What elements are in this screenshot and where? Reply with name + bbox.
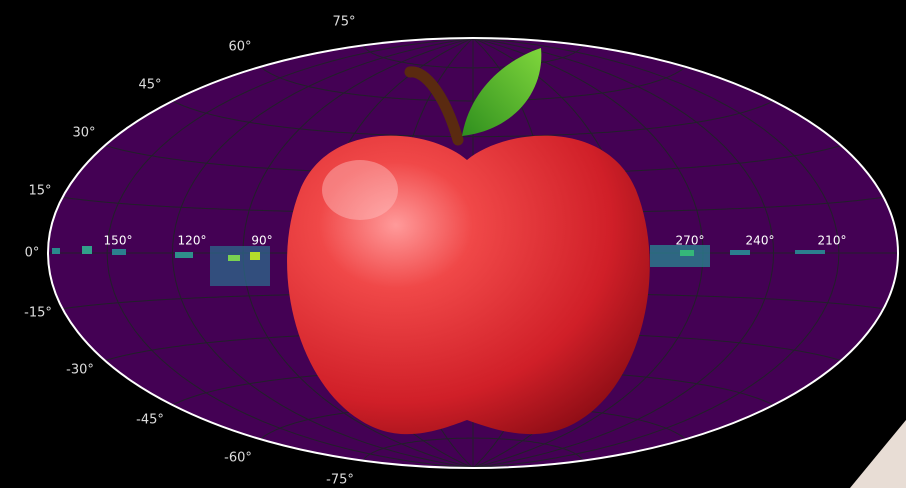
apple-emoji — [287, 48, 650, 435]
lon-label: 150° — [104, 234, 133, 248]
map-outline — [47, 37, 899, 469]
lon-label: 90° — [251, 234, 272, 248]
lat-label: 60° — [228, 40, 251, 55]
lat-label: -60° — [224, 451, 252, 466]
lat-label: 30° — [72, 126, 95, 141]
lat-label: 45° — [138, 78, 161, 93]
lat-label: -15° — [24, 306, 52, 321]
lon-label: 240° — [746, 234, 775, 248]
grid-line — [172, 100, 774, 138]
lat-label: 75° — [332, 15, 355, 30]
lat-label: -45° — [136, 413, 164, 428]
grid-line — [260, 66, 686, 102]
lat-label: -75° — [326, 473, 354, 488]
corner-decoration — [850, 420, 906, 488]
data-blobs — [52, 245, 825, 286]
lon-label: 120° — [178, 234, 207, 248]
lon-label: 270° — [676, 234, 705, 248]
grid-line — [362, 437, 584, 461]
lon-label: 210° — [818, 234, 847, 248]
lat-label: -30° — [66, 363, 94, 378]
lat-label: 15° — [28, 184, 51, 199]
lat-label: 0° — [25, 246, 40, 261]
grid-line — [362, 45, 584, 69]
